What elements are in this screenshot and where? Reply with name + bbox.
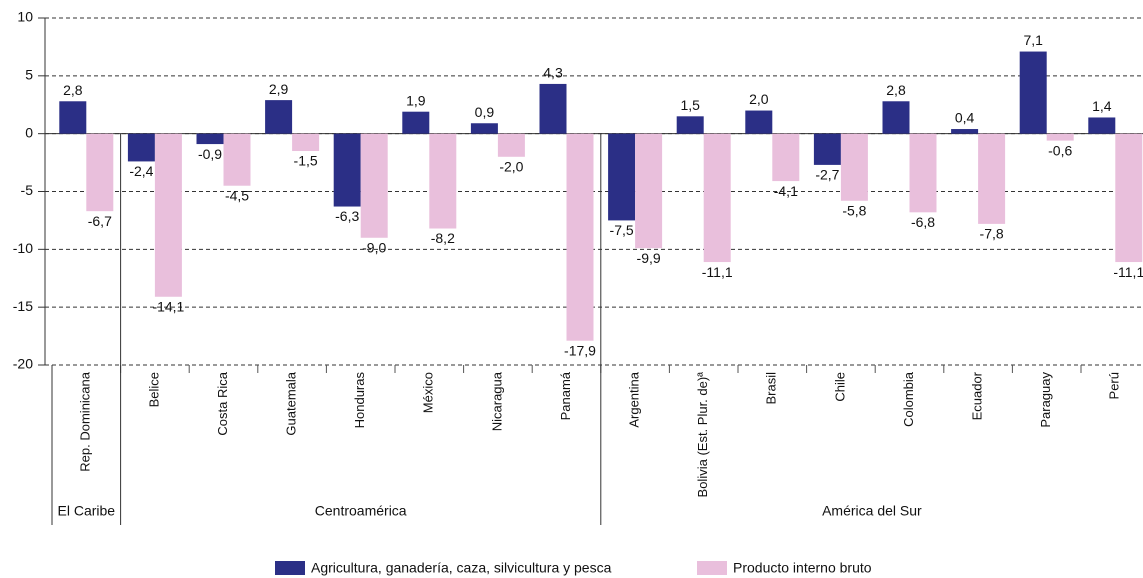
y-tick-label: -5 bbox=[21, 182, 34, 198]
bar bbox=[840, 133, 868, 201]
value-label: -9,9 bbox=[637, 250, 661, 266]
bar bbox=[497, 133, 525, 157]
bar bbox=[608, 133, 636, 221]
bar bbox=[470, 123, 498, 134]
x-tick-label: Nicaragua bbox=[489, 371, 504, 431]
value-label: -11,1 bbox=[1113, 264, 1143, 280]
x-tick-label: Argentina bbox=[627, 371, 642, 427]
legend-label: Producto interno bruto bbox=[733, 560, 872, 576]
bar bbox=[676, 116, 704, 134]
bar bbox=[882, 101, 910, 134]
value-label: -9,0 bbox=[362, 239, 386, 255]
value-label: -8,2 bbox=[431, 230, 455, 246]
x-tick-label: Costa Rica bbox=[215, 371, 230, 435]
value-label: -1,5 bbox=[294, 153, 318, 169]
value-label: -14,1 bbox=[152, 298, 184, 314]
bar bbox=[223, 133, 251, 186]
value-label: -4,5 bbox=[225, 187, 249, 203]
value-label: -6,3 bbox=[335, 208, 359, 224]
value-label: 0,9 bbox=[475, 104, 495, 120]
value-label: -2,4 bbox=[129, 163, 153, 179]
bar bbox=[951, 129, 979, 134]
legend-swatch bbox=[275, 561, 305, 575]
x-tick-label: Brasil bbox=[764, 372, 779, 405]
value-label: 2,0 bbox=[749, 91, 769, 107]
x-tick-label: Belice bbox=[146, 372, 161, 407]
value-label: -2,0 bbox=[499, 159, 523, 175]
bar bbox=[703, 133, 731, 263]
bar bbox=[360, 133, 388, 238]
value-label: -6,7 bbox=[88, 213, 112, 229]
group-label: Centroamérica bbox=[315, 503, 407, 519]
bar bbox=[154, 133, 182, 297]
value-label: 2,8 bbox=[886, 82, 906, 98]
value-label: 7,1 bbox=[1023, 32, 1043, 48]
bar bbox=[1046, 133, 1074, 141]
x-tick-label: Chile bbox=[832, 372, 847, 402]
legend-swatch bbox=[697, 561, 727, 575]
bar bbox=[402, 111, 430, 134]
bar bbox=[635, 133, 663, 249]
x-tick-label: Guatemala bbox=[284, 371, 299, 435]
value-label: 1,9 bbox=[406, 92, 426, 108]
value-label: -7,5 bbox=[610, 222, 634, 238]
bar bbox=[196, 133, 224, 145]
value-label: -2,7 bbox=[815, 167, 839, 183]
x-tick-label: Bolivia (Est. Plur. de)ª bbox=[695, 372, 710, 498]
bar bbox=[265, 100, 293, 134]
value-label: -6,8 bbox=[911, 214, 935, 230]
value-label: -7,8 bbox=[980, 226, 1004, 242]
value-label: 1,5 bbox=[680, 97, 700, 113]
bar bbox=[1019, 51, 1047, 134]
x-tick-label: Paraguay bbox=[1038, 372, 1053, 428]
value-label: -4,1 bbox=[774, 183, 798, 199]
legend-label: Agricultura, ganadería, caza, silvicultu… bbox=[311, 560, 612, 576]
bar bbox=[1115, 133, 1143, 263]
y-tick-label: 10 bbox=[17, 9, 33, 25]
value-label: 0,4 bbox=[955, 110, 975, 126]
x-tick-label: Honduras bbox=[352, 372, 367, 429]
bar bbox=[333, 133, 361, 207]
bar bbox=[1088, 117, 1116, 134]
bar bbox=[566, 133, 594, 341]
x-tick-label: Rep. Dominicana bbox=[78, 371, 93, 471]
group-label: América del Sur bbox=[822, 503, 922, 519]
x-tick-label: Colombia bbox=[901, 371, 916, 427]
value-label: 1,4 bbox=[1092, 98, 1112, 114]
group-label: El Caribe bbox=[58, 503, 116, 519]
value-label: 4,3 bbox=[543, 65, 563, 81]
bar bbox=[745, 110, 773, 134]
value-label: -0,6 bbox=[1048, 142, 1072, 158]
x-tick-label: Panamá bbox=[558, 371, 573, 420]
bar bbox=[909, 133, 937, 213]
y-tick-label: -20 bbox=[13, 356, 33, 372]
value-label: 2,9 bbox=[269, 81, 289, 97]
bar bbox=[59, 101, 87, 134]
bar bbox=[429, 133, 457, 229]
bar bbox=[292, 133, 320, 152]
x-tick-label: Perú bbox=[1107, 372, 1122, 399]
bar bbox=[772, 133, 800, 182]
bar bbox=[86, 133, 114, 212]
value-label: 2,8 bbox=[63, 82, 83, 98]
bar bbox=[539, 83, 567, 134]
x-tick-label: México bbox=[421, 372, 436, 413]
value-label: -0,9 bbox=[198, 146, 222, 162]
x-tick-label: Ecuador bbox=[970, 371, 985, 420]
y-tick-label: -15 bbox=[13, 298, 33, 314]
bar bbox=[813, 133, 841, 165]
bar bbox=[127, 133, 155, 162]
y-tick-label: -10 bbox=[13, 240, 33, 256]
y-tick-label: 5 bbox=[25, 67, 33, 83]
value-label: -11,1 bbox=[702, 264, 733, 280]
bar bbox=[978, 133, 1006, 224]
value-label: -5,8 bbox=[842, 202, 866, 218]
y-tick-label: 0 bbox=[25, 124, 33, 140]
value-label: -17,9 bbox=[564, 342, 596, 358]
